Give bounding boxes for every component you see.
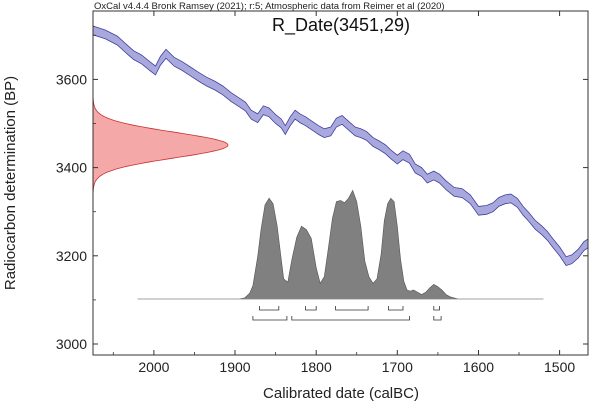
- oxcal-header: OxCal v4.4.4 Bronk Ramsey (2021); r:5; A…: [94, 1, 445, 12]
- x-axis-label: Calibrated date (calBC): [263, 385, 419, 402]
- x-tick-label: 2000: [138, 359, 169, 375]
- y-tick-label: 3200: [56, 248, 87, 264]
- range-1sigma-bracket: [335, 306, 369, 311]
- plot-frame: [92, 10, 589, 356]
- range-1sigma-bracket: [433, 306, 440, 311]
- chart-title: R_Date(3451,29): [272, 15, 410, 36]
- y-tick-label: 3000: [56, 336, 87, 352]
- y-axis-label: Radiocarbon determination (BP): [2, 76, 19, 290]
- x-tick-label: 1800: [301, 359, 332, 375]
- x-tick-label: 1500: [544, 359, 575, 375]
- calibrated-distribution: [137, 189, 544, 300]
- range-2sigma-bracket: [291, 316, 410, 321]
- range-1sigma-bracket: [305, 306, 317, 311]
- y-tick-label: 3600: [56, 71, 87, 87]
- range-2sigma-bracket: [252, 316, 288, 321]
- radiocarbon-date-distribution: [92, 93, 229, 197]
- x-tick-label: 1600: [463, 359, 494, 375]
- range-1sigma-bracket: [259, 306, 280, 311]
- y-tick-label: 3400: [56, 160, 87, 176]
- range-1sigma-bracket: [388, 306, 404, 311]
- x-tick-label: 1900: [219, 359, 250, 375]
- range-2sigma-bracket: [433, 316, 442, 321]
- x-tick-label: 1700: [382, 359, 413, 375]
